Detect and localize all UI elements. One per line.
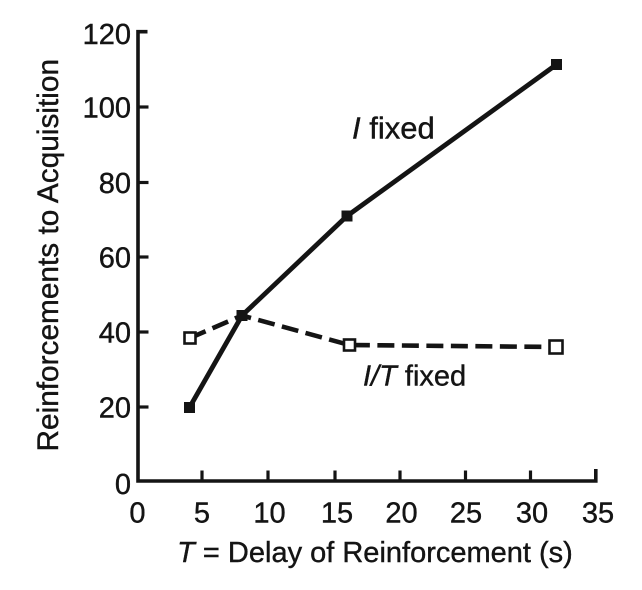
svg-text:35: 35 — [582, 498, 614, 530]
svg-text:I fixed: I fixed — [352, 111, 435, 146]
svg-text:30: 30 — [516, 498, 548, 530]
svg-text:100: 100 — [83, 93, 131, 125]
svg-text:10: 10 — [253, 498, 285, 530]
svg-text:I/T fixed: I/T fixed — [363, 361, 466, 393]
svg-text:20: 20 — [385, 498, 417, 530]
svg-text:25: 25 — [450, 498, 482, 530]
svg-text:20: 20 — [99, 393, 131, 425]
svg-text:80: 80 — [99, 168, 131, 200]
svg-text:40: 40 — [99, 318, 131, 350]
svg-text:15: 15 — [321, 498, 353, 530]
svg-text:Reinforcements to Acquisition: Reinforcements to Acquisition — [32, 59, 65, 452]
svg-text:0: 0 — [115, 469, 131, 501]
svg-text:60: 60 — [99, 243, 131, 275]
svg-text:0: 0 — [129, 498, 145, 530]
svg-text:T = Delay of Reinforcement (s): T = Delay of Reinforcement (s) — [177, 537, 573, 569]
svg-text:5: 5 — [194, 498, 210, 530]
svg-text:120: 120 — [83, 19, 131, 51]
